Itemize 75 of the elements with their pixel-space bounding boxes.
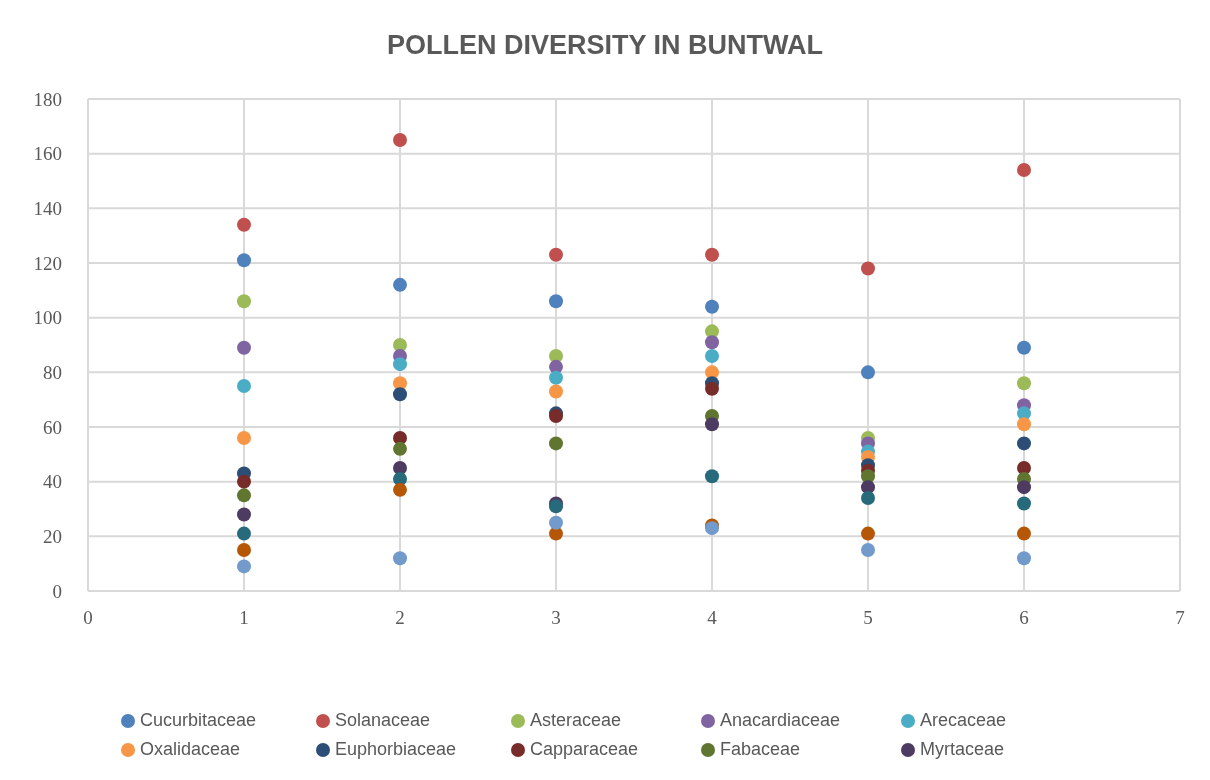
x-tick-label: 7 bbox=[1175, 607, 1185, 629]
point bbox=[237, 543, 251, 557]
point bbox=[1017, 417, 1031, 432]
point bbox=[705, 469, 719, 484]
point bbox=[393, 551, 407, 566]
point bbox=[237, 379, 251, 393]
point bbox=[549, 247, 563, 262]
point bbox=[549, 384, 563, 399]
point bbox=[861, 261, 875, 276]
legend-label: Oxalidaceae bbox=[140, 739, 241, 760]
point bbox=[1017, 163, 1031, 178]
point bbox=[549, 515, 563, 530]
y-tick-label: 160 bbox=[33, 143, 62, 165]
point bbox=[1017, 496, 1031, 511]
point bbox=[705, 348, 719, 363]
y-tick-label: 0 bbox=[52, 580, 62, 602]
x-tick-label: 5 bbox=[863, 607, 873, 629]
point bbox=[705, 247, 719, 262]
point bbox=[1017, 340, 1031, 355]
point bbox=[1017, 376, 1031, 391]
point bbox=[237, 559, 251, 574]
point bbox=[237, 430, 251, 445]
y-tick-label: 180 bbox=[33, 88, 62, 110]
point bbox=[861, 543, 875, 557]
y-tick-label: 60 bbox=[43, 416, 62, 438]
point bbox=[393, 277, 407, 292]
point bbox=[237, 340, 251, 355]
point bbox=[549, 436, 563, 451]
x-tick-label: 2 bbox=[395, 607, 405, 629]
y-tick-label: 20 bbox=[43, 526, 62, 548]
point bbox=[237, 474, 251, 489]
point bbox=[393, 133, 407, 147]
x-tick-label: 6 bbox=[1019, 607, 1029, 629]
y-tick-label: 80 bbox=[43, 362, 62, 384]
point bbox=[393, 482, 407, 497]
legend-label: Euphorbiaceae bbox=[335, 739, 457, 760]
point bbox=[237, 253, 251, 268]
point bbox=[705, 335, 719, 350]
point bbox=[237, 217, 251, 232]
point bbox=[393, 387, 407, 402]
x-tick-label: 4 bbox=[707, 607, 718, 629]
y-tick-label: 140 bbox=[33, 198, 62, 220]
legend-label: Capparaceae bbox=[530, 739, 639, 760]
point bbox=[861, 526, 875, 541]
y-tick-label: 120 bbox=[33, 252, 62, 274]
point bbox=[549, 370, 563, 385]
point bbox=[1017, 436, 1031, 451]
point bbox=[861, 491, 875, 506]
point bbox=[393, 357, 407, 372]
legend-label: Asteraceae bbox=[530, 710, 622, 731]
legend-label: Myrtaceae bbox=[920, 739, 1005, 760]
y-tick-label: 100 bbox=[33, 307, 62, 329]
point bbox=[705, 381, 719, 396]
point bbox=[237, 488, 251, 503]
chart-title: POLLEN DIVERSITY IN BUNTWAL bbox=[386, 30, 824, 61]
point bbox=[549, 294, 563, 309]
point bbox=[861, 365, 875, 380]
legend-label: Solanaceae bbox=[335, 710, 431, 731]
point bbox=[237, 294, 251, 309]
point bbox=[1017, 551, 1031, 566]
legend-label: Arecaceae bbox=[920, 710, 1007, 731]
legend-label: Anacardiaceae bbox=[720, 710, 841, 731]
y-tick-label: 40 bbox=[43, 471, 62, 493]
x-tick-label: 1 bbox=[239, 607, 249, 629]
x-tick-label: 3 bbox=[551, 607, 561, 629]
point bbox=[705, 299, 719, 314]
point bbox=[237, 507, 251, 522]
x-tick-label: 0 bbox=[83, 607, 93, 629]
point bbox=[237, 526, 251, 541]
legend-label: Fabaceae bbox=[720, 739, 801, 760]
point bbox=[1017, 480, 1031, 495]
point bbox=[393, 441, 407, 456]
legend-label: Cucurbitaceae bbox=[140, 710, 257, 731]
point bbox=[1017, 526, 1031, 541]
point bbox=[705, 417, 719, 432]
